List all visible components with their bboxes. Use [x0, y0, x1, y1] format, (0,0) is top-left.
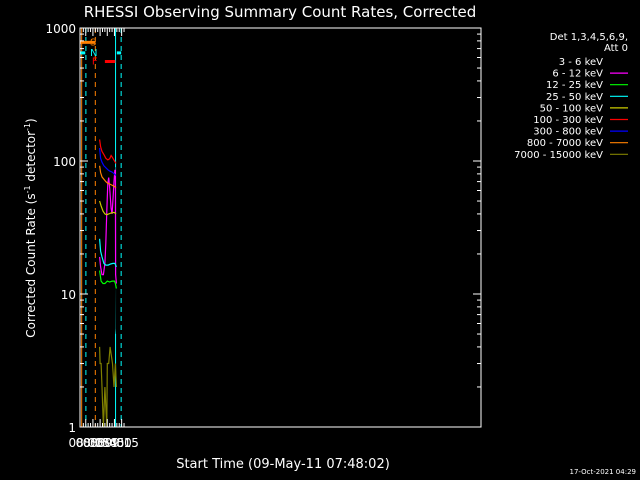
x-tick-label: 08:00 — [68, 436, 103, 450]
legend-entry: 7000 - 15000 keV — [514, 150, 603, 161]
plot-frame — [79, 27, 482, 428]
x-tick-label: 08:45 — [90, 436, 125, 450]
x-tick-label: 08:15 — [76, 436, 111, 450]
series-line — [99, 238, 117, 268]
legend-entry: 12 - 25 keV — [546, 80, 603, 91]
series-line — [99, 139, 117, 164]
legend-entry: 25 - 50 keV — [546, 92, 603, 103]
y-axis: 1 10 100 1000 — [45, 22, 481, 435]
footer-timestamp: 17-Oct-2021 04:29 — [570, 468, 636, 476]
series-line — [99, 169, 117, 284]
y-tick-label: 1 — [68, 421, 76, 435]
series-line — [99, 165, 117, 189]
legend-entry: 50 - 100 keV — [540, 103, 604, 114]
x-tick-label: 09:00 — [97, 436, 132, 450]
legend-header: Det 1,3,4,5,6,9, — [550, 32, 628, 43]
legend-entry: 100 - 300 keV — [533, 115, 603, 126]
flag-label: S — [90, 37, 96, 48]
plot-area: SNF — [80, 28, 122, 428]
flag-label: F — [92, 56, 98, 67]
x-tick-label: 09:15 — [104, 436, 139, 450]
legend-entry: 6 - 12 keV — [552, 69, 603, 80]
y-tick-label: 10 — [61, 288, 76, 302]
legend-header: Att 0 — [604, 43, 628, 54]
legend-entry: 300 - 800 keV — [533, 127, 603, 138]
legend-entry: 3 - 6 keV — [559, 57, 603, 68]
chart-title: RHESSI Observing Summary Count Rates, Co… — [84, 3, 477, 21]
x-tick-label: 08:30 — [83, 436, 118, 450]
y-tick-label: 100 — [53, 155, 76, 169]
series-line — [99, 148, 117, 176]
flag-label: N — [90, 48, 97, 59]
series-line — [99, 270, 117, 289]
series-line — [99, 200, 117, 216]
series-line — [99, 346, 117, 428]
x-axis-label: Start Time (09-May-11 07:48:02) — [176, 457, 390, 472]
y-axis-label: Corrected Count Rate (s-1 detector-1) — [23, 118, 38, 337]
y-tick-label: 1000 — [45, 22, 76, 36]
legend-entry: 800 - 7000 keV — [527, 138, 603, 149]
